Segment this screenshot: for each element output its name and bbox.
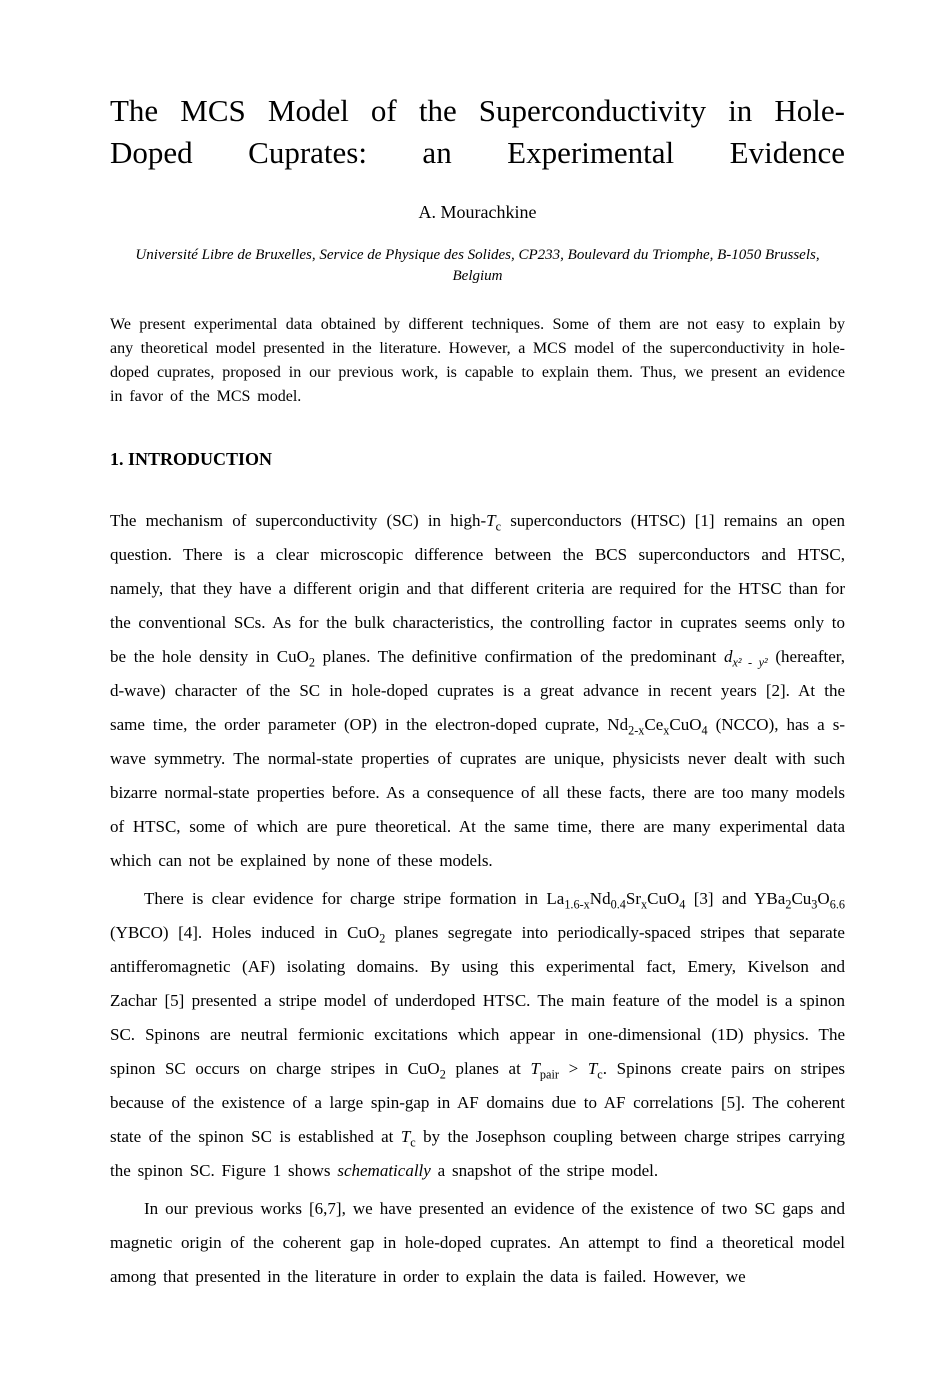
abstract-paragraph: We present experimental data obtained by… [110, 313, 845, 409]
subscript-1p6mx: 1.6-x [564, 897, 589, 911]
p3-text: In our previous works [6,7], we have pre… [110, 1199, 845, 1286]
p2-seg-a: There is clear evidence for charge strip… [144, 889, 564, 908]
word-schematically: schematically [337, 1161, 430, 1180]
abstract-text: We present experimental data obtained by… [110, 316, 845, 405]
p2-seg-j: planes at [446, 1059, 531, 1078]
author-line: A. Mourachkine [110, 202, 845, 223]
symbol-T: T [486, 511, 495, 530]
p1-seg-a: The mechanism of superconductivity (SC) … [110, 511, 486, 530]
p1-seg-b: superconductors (HTSC) [1] remains an op… [110, 511, 845, 666]
p2-seg-h: (YBCO) [4]. Holes induced in CuO [110, 923, 379, 942]
body-paragraph-1: The mechanism of superconductivity (SC) … [110, 504, 845, 878]
subscript-6p6: 6.6 [830, 897, 845, 911]
paper-title-text: The MCS Model of the Superconductivity i… [110, 93, 845, 170]
p1-seg-g: (NCCO), has a s-wave symmetry. The norma… [110, 715, 845, 870]
paper-title: The MCS Model of the Superconductivity i… [110, 90, 845, 174]
body-paragraph-3: In our previous works [6,7], we have pre… [110, 1192, 845, 1294]
symbol-Tc2: T [588, 1059, 597, 1078]
subscript-2minusx: 2-x [628, 723, 644, 737]
affiliation-text: Université Libre de Bruxelles, Service d… [135, 247, 819, 284]
p2-seg-f: Cu [791, 889, 811, 908]
symbol-dsub: x² - y² [732, 655, 767, 669]
p1-seg-e: Ce [644, 715, 663, 734]
page: The MCS Model of the Superconductivity i… [0, 0, 945, 1378]
p1-seg-f: CuO [669, 715, 701, 734]
symbol-Tc3: T [401, 1127, 410, 1146]
p2-seg-k: > [559, 1059, 588, 1078]
p2-seg-e: [3] and YBa [685, 889, 785, 908]
symbol-Tpair: T [530, 1059, 539, 1078]
body-paragraph-2: There is clear evidence for charge strip… [110, 882, 845, 1188]
p2-seg-n: a snapshot of the stripe model. [431, 1161, 658, 1180]
subscript-0p4: 0.4 [611, 897, 626, 911]
p1-seg-c: planes. The definitive confirmation of t… [315, 647, 724, 666]
section-heading-text: 1. INTRODUCTION [110, 449, 272, 469]
p2-seg-d: CuO [647, 889, 679, 908]
section-heading-introduction: 1. INTRODUCTION [110, 449, 845, 470]
p2-seg-g: O [817, 889, 829, 908]
p2-seg-b: Nd [590, 889, 611, 908]
p2-seg-c: Sr [626, 889, 641, 908]
author-name: A. Mourachkine [419, 202, 537, 222]
affiliation-line: Université Libre de Bruxelles, Service d… [110, 245, 845, 287]
symbol-pair: pair [540, 1067, 559, 1081]
p2-seg-i: planes segregate into periodically-space… [110, 923, 845, 1078]
